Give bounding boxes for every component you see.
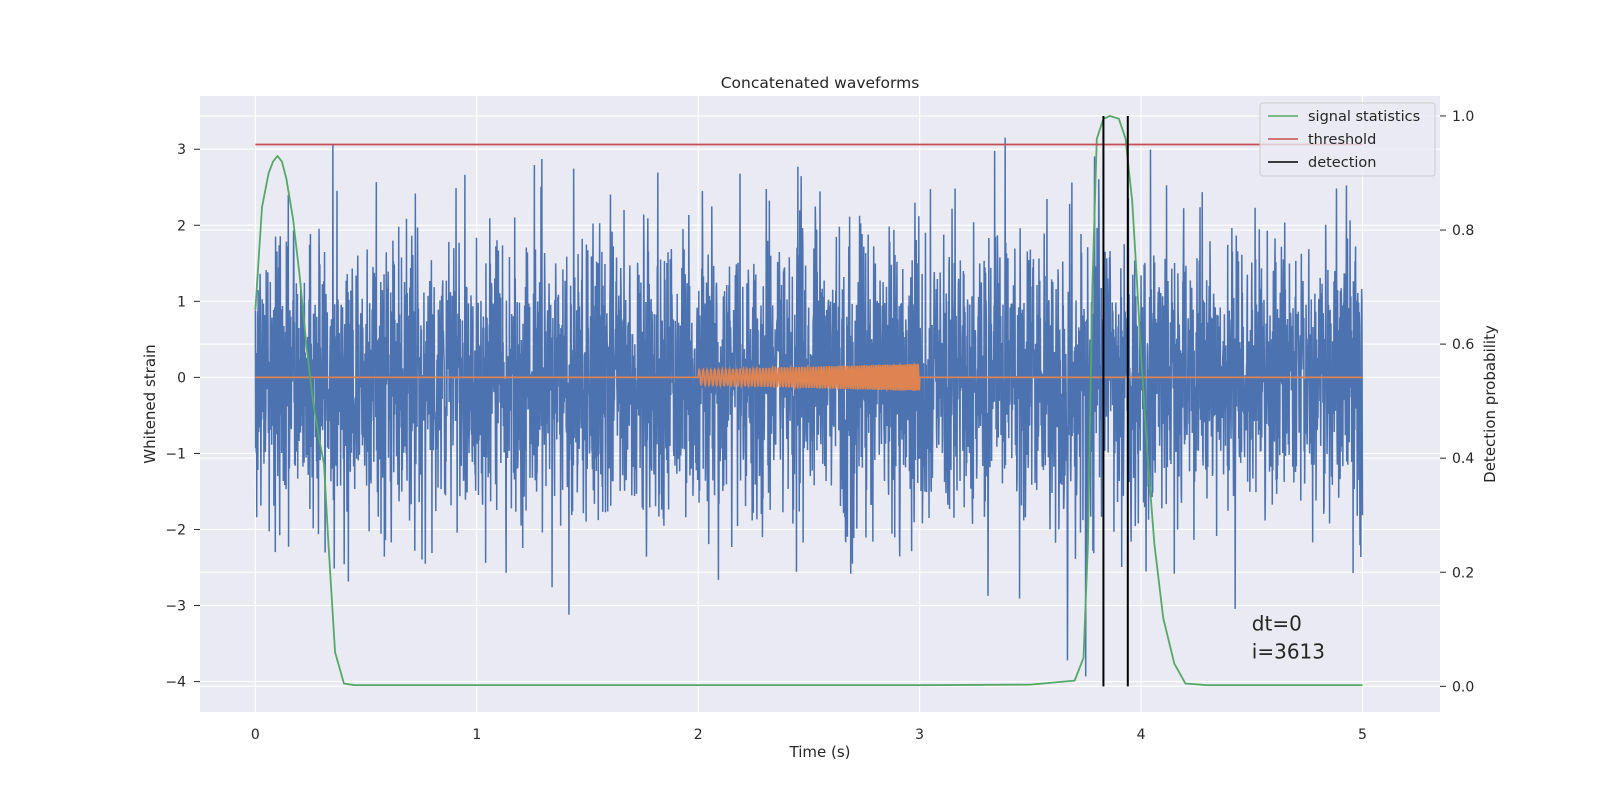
legend: signal statistics threshold detection [1259,102,1436,177]
y2-tick-label: 0.8 [1452,223,1474,239]
x-axis-ticks: 0 1 2 3 4 5 [251,727,1367,743]
signal-statistics-line [254,115,1363,687]
y-axis-ticks: −4 −3 −2 −1 0 1 2 3 [165,142,200,691]
x-axis-label: Time (s) [789,743,851,761]
y-tick-label: −3 [165,599,186,615]
series [254,115,1364,687]
y-tick-label: −4 [165,675,186,691]
y2-tick-label: 0.4 [1452,451,1474,467]
annotation-index: i=3613 [1252,640,1325,664]
chart-title: Concatenated waveforms [721,74,920,92]
x-tick-label: 1 [472,727,481,743]
annotation: dt=0 i=3613 [1252,612,1325,664]
y-axis-label: Whitened strain [141,344,159,463]
x-tick-label: 3 [915,727,924,743]
y2-axis-ticks: 0.0 0.2 0.4 0.6 0.8 1.0 [1440,109,1474,695]
legend-box [1259,102,1436,177]
x-tick-label: 2 [694,727,703,743]
injection-series [255,361,1363,393]
x-tick-label: 5 [1358,727,1367,743]
x-tick-label: 0 [251,727,260,743]
y-tick-label: −2 [165,522,186,538]
legend-label-threshold: threshold [1308,132,1376,148]
legend-label-signal-statistics: signal statistics [1308,109,1420,125]
y-tick-label: −1 [165,446,186,462]
y2-tick-label: 1.0 [1452,109,1474,125]
y2-axis-label: Detection probability [1481,325,1499,483]
y-tick-label: 1 [177,294,186,310]
y-tick-label: 0 [177,370,186,386]
y2-tick-label: 0.2 [1452,565,1474,581]
annotation-dt: dt=0 [1252,612,1302,636]
y2-tick-label: 0.0 [1452,679,1474,695]
legend-label-detection: detection [1308,155,1376,171]
y-tick-label: 3 [177,142,186,158]
y-tick-label: 2 [177,218,186,234]
y2-tick-label: 0.6 [1452,337,1474,353]
x-tick-label: 4 [1137,727,1146,743]
